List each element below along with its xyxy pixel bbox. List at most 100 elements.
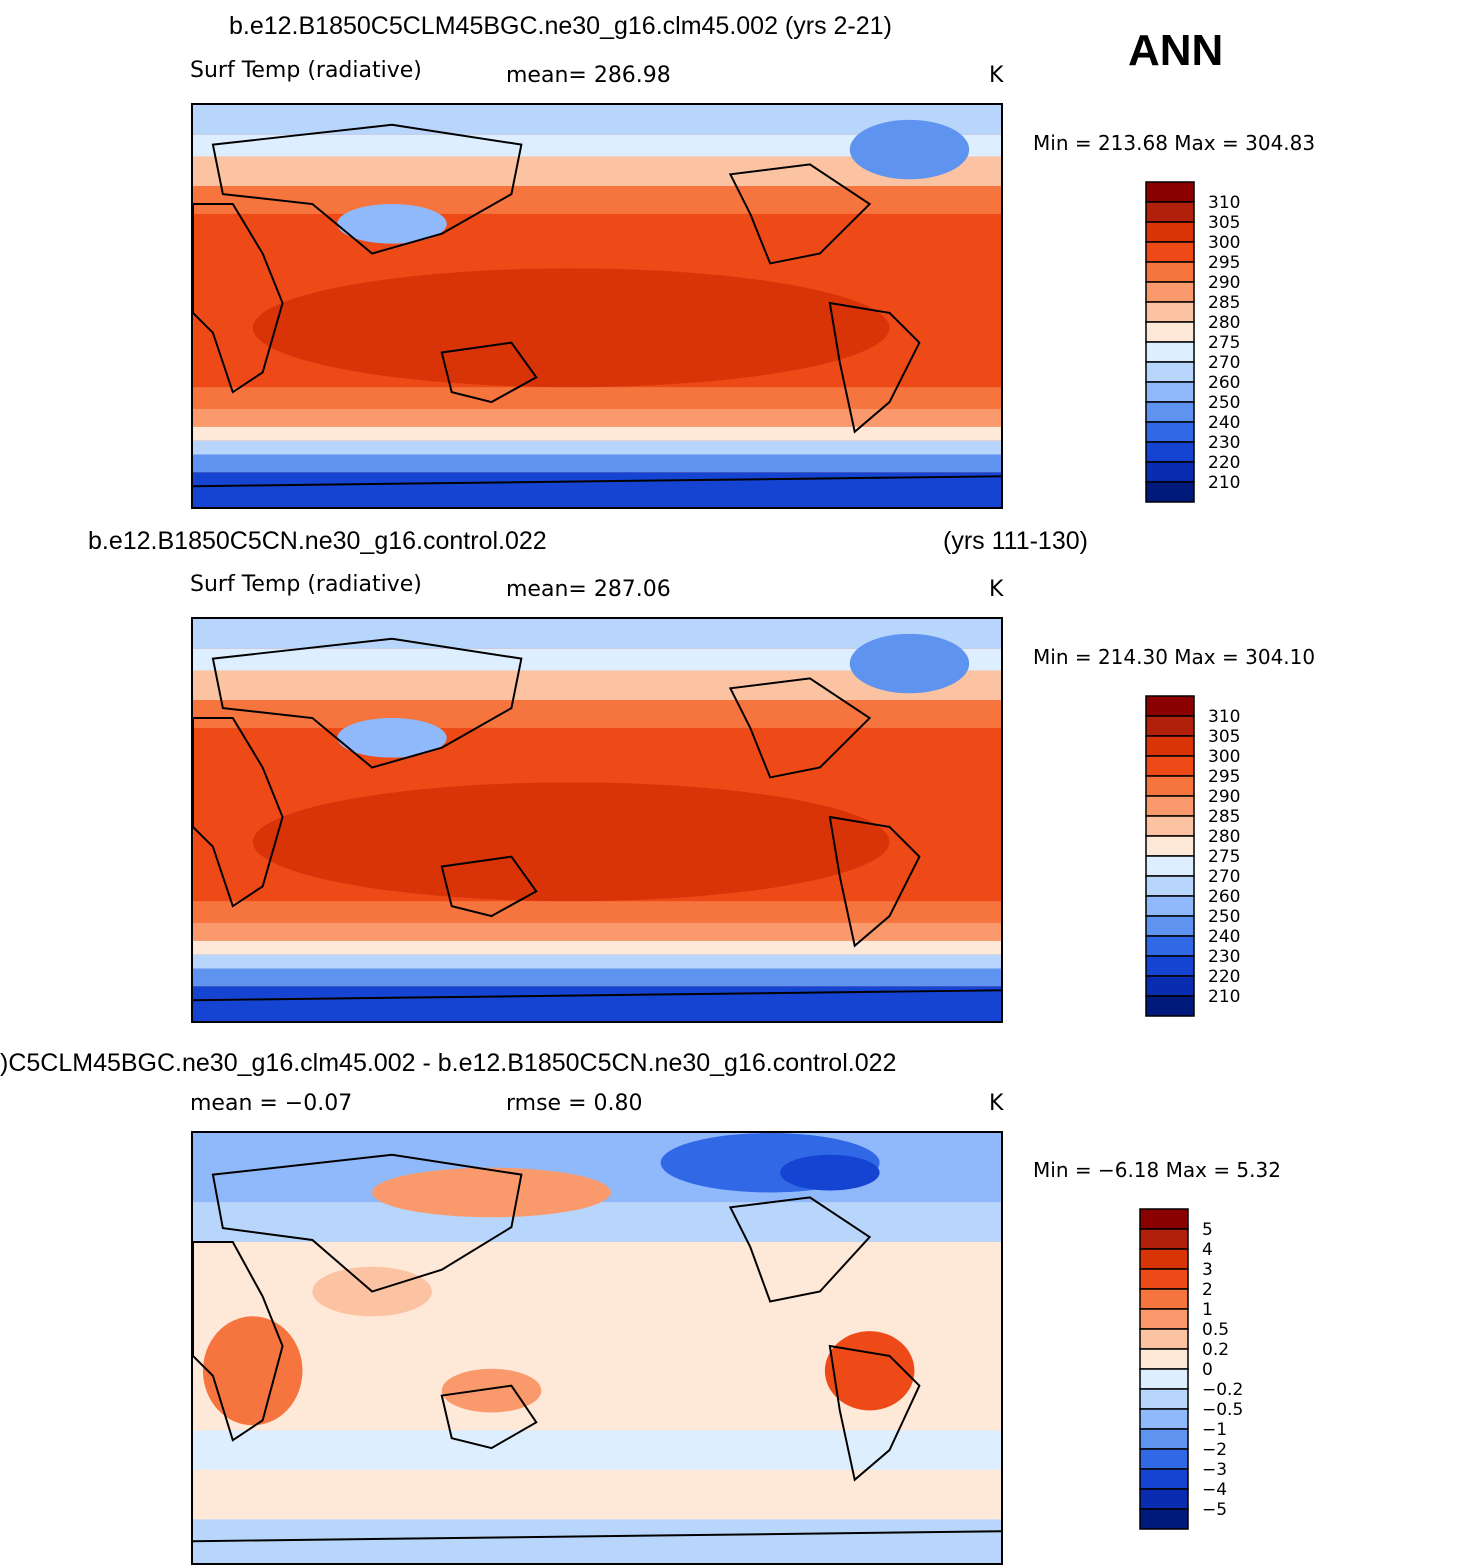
coast-antarctica: [193, 1530, 1001, 1543]
colorbar-swatch: [1139, 1488, 1189, 1510]
colorbar-swatch: [1139, 1408, 1189, 1430]
panel1-minmax: Min = 213.68 Max = 304.83: [1033, 131, 1316, 155]
diff-field-australia: [441, 1368, 542, 1413]
diff-field-antarctica: [193, 1519, 1001, 1563]
colorbar-tick-label: 310: [1208, 707, 1240, 727]
colorbar-swatch: [1145, 795, 1195, 817]
season-label: ANN: [1128, 26, 1224, 75]
field-subtrop-north: [193, 186, 1001, 214]
colorbar-swatch: [1139, 1208, 1189, 1230]
field-subarctic: [193, 134, 1001, 157]
colorbar-swatch: [1145, 875, 1195, 897]
colorbar-swatch: [1139, 1428, 1189, 1450]
diff-field-north-midlat: [193, 1202, 1001, 1242]
colorbar-swatch: [1145, 481, 1195, 503]
colorbar-tick-label: 290: [1208, 273, 1240, 293]
coast-africa: [193, 203, 284, 394]
colorbar-swatch: [1139, 1368, 1189, 1390]
colorbar-tick-label: 270: [1208, 867, 1240, 887]
colorbar-swatch: [1145, 201, 1195, 223]
coast-australia: [440, 855, 538, 918]
coast-antarctica: [193, 475, 1001, 488]
colorbar-swatch: [1139, 1448, 1189, 1470]
colorbar-swatch: [1145, 695, 1195, 717]
colorbar-swatch: [1139, 1288, 1189, 1310]
colorbar-tick-label: 285: [1208, 293, 1240, 313]
field-southern-ocean: [193, 940, 1001, 955]
coast-eurasia: [211, 637, 523, 769]
colorbar-swatch: [1139, 1328, 1189, 1350]
colorbar-tick-label: 275: [1208, 847, 1240, 867]
colorbar-swatch: [1145, 401, 1195, 423]
colorbar-tick-label: 250: [1208, 393, 1240, 413]
colorbar-tick-label: −2: [1202, 1440, 1227, 1460]
colorbar-tick-label: 295: [1208, 253, 1240, 273]
colorbar-tick-label: 5: [1202, 1220, 1213, 1240]
colorbar-tick-label: 220: [1208, 967, 1240, 987]
colorbar-tick-label: −1: [1202, 1420, 1227, 1440]
diff-field-siberia: [372, 1167, 611, 1218]
colorbar-tick-label: 305: [1208, 727, 1240, 747]
colorbar-swatch: [1145, 301, 1195, 323]
colorbar-tick-label: 300: [1208, 747, 1240, 767]
panel3-units: K: [989, 1091, 1004, 1116]
field-subtrop-south: [193, 901, 1001, 923]
field-greenland: [849, 633, 970, 694]
field-tibet: [337, 204, 447, 244]
field-subarctic: [193, 648, 1001, 671]
panel3-map-svg: [193, 1133, 1001, 1563]
colorbar-swatch: [1145, 995, 1195, 1017]
panel3-map: [191, 1131, 1003, 1565]
colorbar-swatch: [1145, 321, 1195, 343]
field-antarctic-margin: [193, 440, 1001, 455]
field-subtrop-north: [193, 700, 1001, 728]
colorbar-tick-label: 280: [1208, 313, 1240, 333]
diff-field-southern-ocean: [193, 1430, 1001, 1470]
colorbar-tick-label: −0.2: [1202, 1380, 1243, 1400]
coast-africa: [193, 717, 284, 908]
colorbar-swatch: [1145, 935, 1195, 957]
colorbar-tick-label: 3: [1202, 1260, 1213, 1280]
field-warm-pool: [252, 782, 890, 902]
colorbar-swatch: [1145, 775, 1195, 797]
panel1-map-svg: [193, 105, 1001, 507]
field-midlat-south: [193, 408, 1001, 427]
panel2-units: K: [989, 577, 1004, 602]
colorbar-swatch: [1139, 1308, 1189, 1330]
field-antarctic-coast: [193, 968, 1001, 987]
colorbar-tick-label: 300: [1208, 233, 1240, 253]
colorbar-tick-label: 270: [1208, 353, 1240, 373]
colorbar-tick-label: −4: [1202, 1480, 1227, 1500]
coast-south-america: [828, 1344, 921, 1482]
panel2-colorbar: 310 305 300 295 290 285 280 275 270 260 250 240 230 2…: [1145, 695, 1296, 1021]
panel2-title: b.e12.B1850C5CN.ne30_g16.control.022: [88, 527, 547, 555]
panel3-colorbar: 5 4 3 2 1 0.5 0.2 0 −0.2 −0.5 −1 −2 −3 −4 −5: [1139, 1208, 1290, 1554]
colorbar-tick-label: 250: [1208, 907, 1240, 927]
colorbar-tick-label: 4: [1202, 1240, 1213, 1260]
panel2-colorbar-svg: 3103053002952902852802752702602502402302…: [1145, 695, 1240, 1017]
field-tibet: [337, 718, 447, 758]
coast-south-america: [828, 815, 921, 948]
colorbar-tick-label: 275: [1208, 333, 1240, 353]
panel3-rmse-label: rmse = 0.80: [506, 1091, 643, 1116]
colorbar-tick-label: 295: [1208, 767, 1240, 787]
coast-africa: [193, 1240, 284, 1442]
colorbar-swatch: [1139, 1388, 1189, 1410]
colorbar-tick-label: 280: [1208, 827, 1240, 847]
colorbar-tick-label: 230: [1208, 433, 1240, 453]
field-antarctic-margin: [193, 954, 1001, 969]
colorbar-tick-label: 285: [1208, 807, 1240, 827]
field-subtrop-south: [193, 387, 1001, 409]
colorbar-swatch: [1145, 221, 1195, 243]
colorbar-swatch: [1145, 241, 1195, 263]
colorbar-tick-label: −5: [1202, 1500, 1227, 1520]
coast-antarctica: [193, 989, 1001, 1002]
diff-field-amazon: [824, 1331, 915, 1411]
colorbar-swatch: [1145, 815, 1195, 837]
colorbar-tick-label: 240: [1208, 927, 1240, 947]
colorbar-swatch: [1145, 281, 1195, 303]
colorbar-tick-label: 0.2: [1202, 1340, 1229, 1360]
colorbar-swatch: [1145, 835, 1195, 857]
colorbar-swatch: [1145, 441, 1195, 463]
